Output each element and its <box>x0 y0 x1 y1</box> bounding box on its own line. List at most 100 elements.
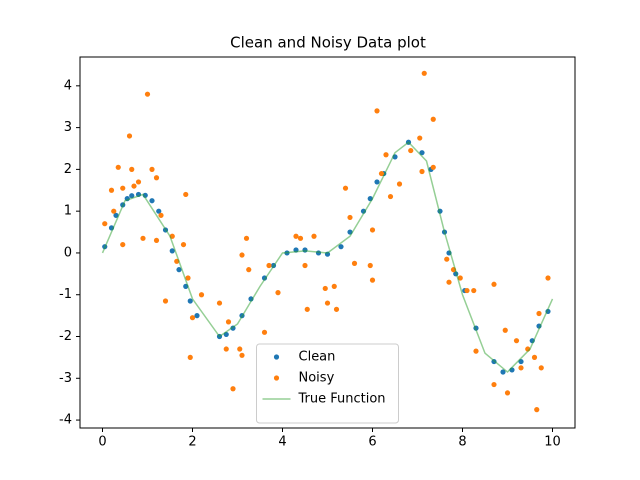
point <box>275 290 281 296</box>
point <box>115 164 121 170</box>
legend-label: Noisy <box>299 371 335 386</box>
axes-frame <box>79 56 576 429</box>
point <box>194 313 200 319</box>
point <box>223 346 229 352</box>
point <box>237 346 243 352</box>
x-tick-label: 6 <box>368 435 376 450</box>
point <box>457 275 463 281</box>
point <box>169 248 175 254</box>
point <box>108 187 115 193</box>
point <box>473 348 479 354</box>
point <box>369 227 376 233</box>
point <box>513 338 520 344</box>
point <box>444 256 450 262</box>
y-tick-label: -3 <box>59 371 72 386</box>
point <box>538 365 544 371</box>
point <box>156 208 162 214</box>
point <box>518 365 524 371</box>
point <box>302 262 308 269</box>
point <box>304 306 310 312</box>
chart-title: Clean and Noisy Data plot <box>230 34 426 52</box>
point <box>120 185 126 191</box>
legend-marker <box>273 354 280 360</box>
point <box>158 212 164 218</box>
point <box>396 181 403 187</box>
point <box>261 329 268 335</box>
point <box>239 252 245 258</box>
point <box>342 185 349 191</box>
point <box>113 212 119 218</box>
point <box>230 386 236 392</box>
point <box>183 191 189 198</box>
y-tick-label: 1 <box>64 204 72 219</box>
point <box>176 267 182 273</box>
point <box>187 298 193 304</box>
point <box>189 315 196 321</box>
point <box>471 287 477 294</box>
point <box>408 147 414 154</box>
point <box>430 116 436 122</box>
y-tick-label: -4 <box>59 413 72 428</box>
y-tick-label: 3 <box>64 120 72 135</box>
point <box>135 179 142 185</box>
x-tick-label: 8 <box>458 435 466 450</box>
point <box>129 193 135 199</box>
point <box>131 183 137 189</box>
point <box>144 91 151 97</box>
y-tick-label: 4 <box>64 78 72 93</box>
point <box>534 407 540 413</box>
x-tick-label: 10 <box>544 435 561 450</box>
legend-label: True Function <box>298 392 386 407</box>
point <box>331 283 337 289</box>
legend: Clean Noisy True Function <box>256 343 399 424</box>
point <box>322 285 328 292</box>
point <box>531 354 538 360</box>
point <box>140 235 146 241</box>
point <box>149 198 155 204</box>
point <box>185 275 191 281</box>
point <box>446 279 452 285</box>
point <box>387 193 394 200</box>
point <box>246 267 252 273</box>
point <box>491 381 497 388</box>
x-tick-label: 2 <box>188 435 196 450</box>
y-tick-label: 2 <box>64 162 72 177</box>
point <box>187 354 193 360</box>
point <box>417 135 423 141</box>
point <box>536 310 542 317</box>
point <box>153 237 160 244</box>
point <box>378 170 385 177</box>
legend-marker <box>273 375 280 381</box>
point <box>162 298 169 304</box>
point <box>430 164 436 170</box>
point <box>504 390 511 396</box>
point <box>111 208 117 214</box>
point <box>500 369 506 375</box>
point <box>129 166 135 172</box>
point <box>338 244 344 250</box>
point <box>239 352 245 358</box>
point <box>126 133 133 139</box>
point <box>333 306 340 312</box>
y-tick-label: -1 <box>59 287 72 302</box>
x-tick-label: 4 <box>278 435 286 450</box>
point <box>351 260 358 266</box>
point <box>367 262 373 269</box>
point <box>421 70 427 76</box>
line <box>101 141 554 374</box>
point <box>545 275 551 281</box>
point <box>198 292 205 298</box>
point <box>293 233 299 239</box>
point <box>153 175 160 181</box>
x-tick-label: 0 <box>98 435 106 450</box>
y-tick-label: -2 <box>59 329 72 344</box>
point <box>180 241 187 248</box>
point <box>419 168 425 175</box>
y-tick-label: 0 <box>64 245 72 260</box>
point <box>225 319 232 325</box>
point <box>324 300 331 306</box>
legend-frame <box>256 343 399 424</box>
legend-label: Clean <box>299 350 336 365</box>
